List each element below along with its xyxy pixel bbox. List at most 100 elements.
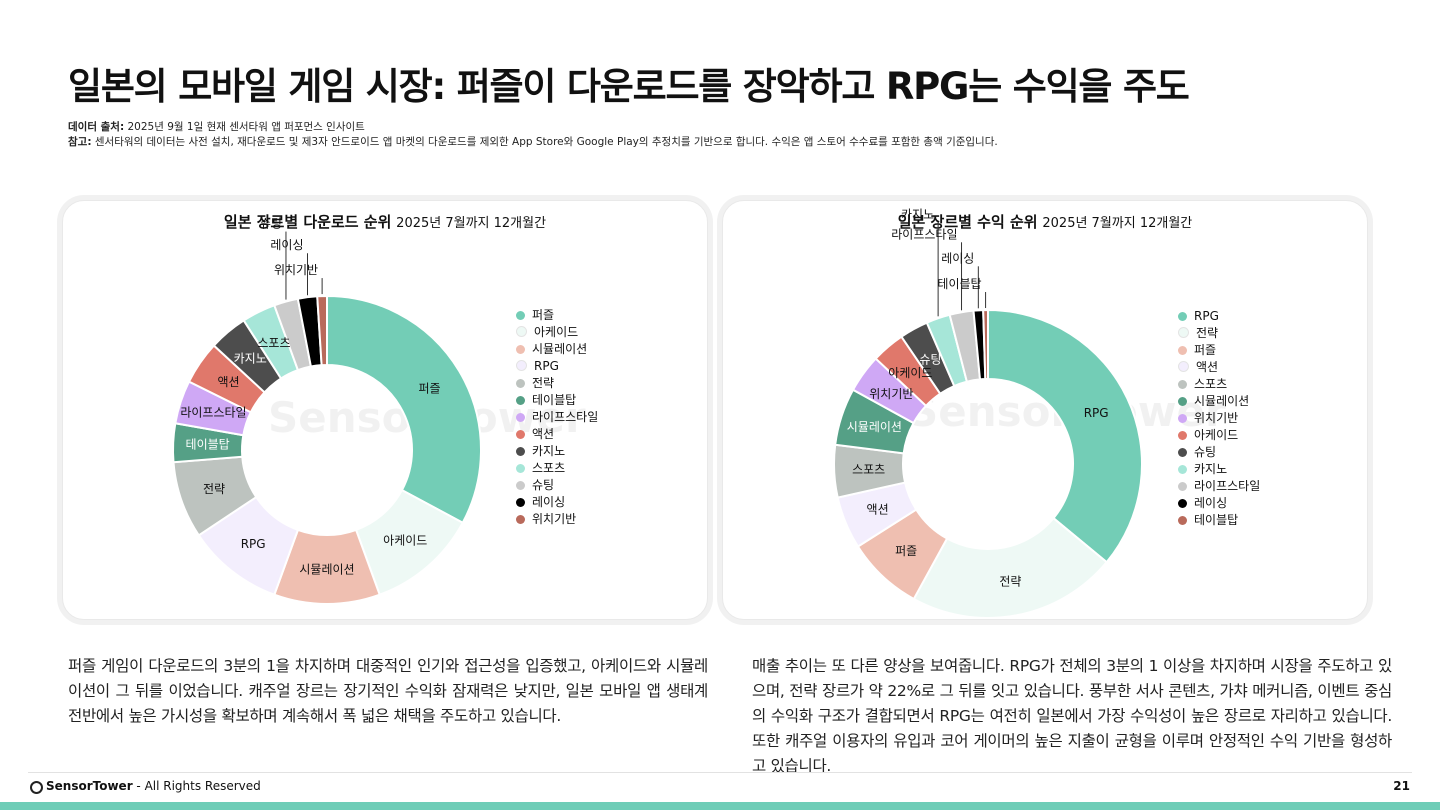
legend-swatch [516,498,525,507]
legend-swatch [516,311,525,320]
slice-label: 위치기반 [869,387,913,401]
legend-label: 레이싱 [1194,496,1228,510]
legend-item: 아케이드 [516,324,598,341]
revenue-chart-title-main: 일본 장르별 수익 순위 [897,213,1038,231]
legend-swatch [1178,361,1189,372]
legend-item: 액션 [516,426,598,443]
legend-swatch [516,515,525,524]
slice-label: 테이블탑 [186,437,230,451]
slice-label: 슈팅 [919,352,941,366]
legend-label: 라이프스타일 [532,410,599,424]
legend-swatch [516,481,525,490]
legend-item: 퍼즐 [516,307,598,324]
source-notes: 데이터 출처: 2025년 9월 1일 현재 센서타워 앱 퍼포먼스 인사이트 … [68,120,998,150]
slice-label: 라이프스타일 [180,406,246,420]
legend-label: 카지노 [1194,462,1228,476]
source-line: 데이터 출처: 2025년 9월 1일 현재 센서타워 앱 퍼포먼스 인사이트 [68,120,998,135]
legend-item: RPG [1178,308,1260,325]
legend-label: 위치기반 [532,512,577,526]
footer-brand: SensorTower [46,779,133,793]
legend-swatch [516,396,525,405]
legend-label: 레이싱 [532,495,566,509]
legend-item: RPG [516,358,598,375]
legend-label: 카지노 [532,444,566,458]
legend-swatch [516,447,525,456]
legend-label: 액션 [532,427,555,441]
legend-item: 전략 [1178,325,1260,342]
legend-label: 아케이드 [1194,428,1239,442]
source-label: 데이터 출처: [68,121,125,133]
legend-label: 시뮬레이션 [532,342,588,356]
legend-label: 퍼즐 [1194,343,1217,357]
slice-label: 아케이드 [888,366,932,380]
legend-item: 레이싱 [516,494,598,511]
revenue-chart-panel: 일본 장르별 수익 순위 2025년 7월까지 12개월간 Sensor Tow… [722,200,1368,620]
note-text: 센서타워의 데이터는 사전 설치, 재다운로드 및 제3자 안드로이드 앱 마켓… [91,136,998,148]
downloads-chart-panel: 일본 장르별 다운로드 순위 2025년 7월까지 12개월간 Sensor T… [62,200,708,620]
legend-item: 카지노 [1178,461,1260,478]
slice-label: 위치기반 [274,263,318,277]
legend-item: 시뮬레이션 [1178,393,1260,410]
legend-label: RPG [534,359,559,373]
legend-swatch [1178,327,1189,338]
legend-label: 스포츠 [1194,377,1228,391]
legend-label: 테이블탑 [1194,513,1239,527]
legend-label: 전략 [532,376,555,390]
legend-item: 시뮬레이션 [516,341,598,358]
legend-swatch [1178,414,1187,423]
slice-label: 퍼즐 [418,382,440,396]
legend-item: 스포츠 [516,460,598,477]
legend-swatch [516,345,525,354]
legend-label: 슈팅 [1194,445,1217,459]
legend-item: 아케이드 [1178,427,1260,444]
revenue-commentary: 매출 추이는 또 다른 양상을 보여줍니다. RPG가 전체의 3분의 1 이상… [752,656,1392,775]
legend-label: 슈팅 [532,478,555,492]
legend-label: 위치기반 [1194,411,1239,425]
legend-item: 라이프스타일 [1178,478,1260,495]
legend-label: RPG [1194,309,1219,323]
legend-label: 스포츠 [532,461,566,475]
donut-hole [243,366,411,534]
footer-rights: - All Rights Reserved [132,779,261,793]
legend-item: 테이블탑 [516,392,598,409]
downloads-commentary: 퍼즐 게임이 다운로드의 3분의 1을 차지하며 대중적인 인기와 접근성을 입… [68,656,708,725]
legend-swatch [516,379,525,388]
donut-slice-13 [316,294,328,367]
legend-item: 위치기반 [516,511,598,528]
slice-label: 시뮬레이션 [299,563,354,577]
footer: SensorTower - All Rights Reserved [30,779,261,794]
page-number: 21 [1393,779,1410,793]
slice-label: 액션 [218,375,240,389]
legend-swatch [516,360,527,371]
source-text: 2025년 9월 1일 현재 센서타워 앱 퍼포먼스 인사이트 [124,121,365,133]
legend-swatch [1178,516,1187,525]
legend-item: 카지노 [516,443,598,460]
bottom-accent-bar [0,802,1440,810]
sensortower-logo-icon [30,781,43,794]
legend-label: 테이블탑 [532,393,577,407]
legend-swatch [1178,397,1187,406]
legend-item: 슈팅 [516,477,598,494]
legend-swatch [516,326,527,337]
slice-label: 슈팅 [260,217,282,231]
donut-slice-2 [912,516,1109,619]
slice-label: 전략 [203,482,225,496]
slice-label: 레이싱 [270,238,303,252]
legend-item: 스포츠 [1178,376,1260,393]
legend-item: 슈팅 [1178,444,1260,461]
legend-swatch [1178,431,1187,440]
slice-label: 퍼즐 [895,544,917,558]
slice-label: 라이프스타일 [891,227,957,241]
legend-label: 액션 [1196,360,1219,374]
legend-item: 테이블탑 [1178,512,1260,529]
legend-item: 위치기반 [1178,410,1260,427]
legend-label: 퍼즐 [532,308,555,322]
revenue-chart-subtitle: 2025년 7월까지 12개월간 [1042,216,1193,231]
slice-label: RPG [1084,406,1109,420]
slice-label: 테이블탑 [937,277,981,291]
legend-swatch [516,413,525,422]
donut-hole [904,380,1072,548]
